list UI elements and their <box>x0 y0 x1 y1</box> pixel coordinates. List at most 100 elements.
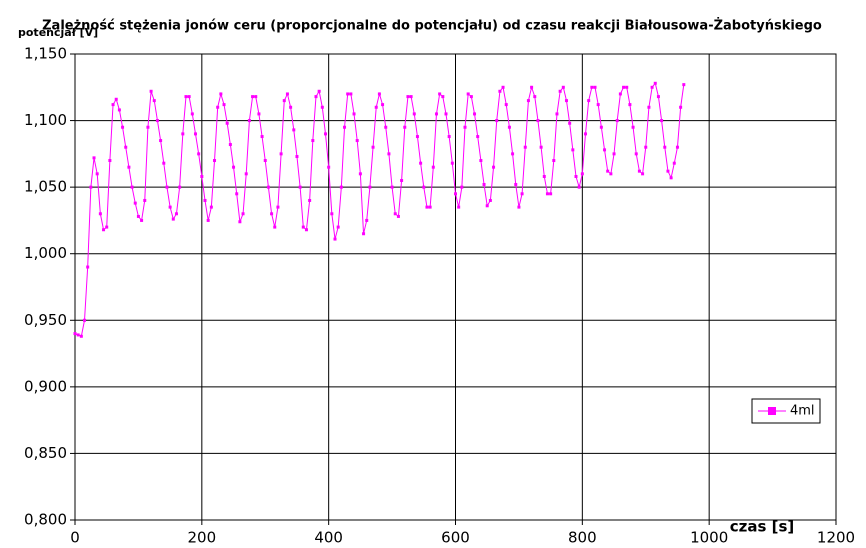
data-point <box>434 112 438 116</box>
data-point <box>609 172 613 176</box>
data-point <box>428 205 432 209</box>
data-point <box>168 205 172 209</box>
data-point <box>631 125 635 129</box>
data-point <box>247 119 251 123</box>
data-point <box>146 125 150 129</box>
data-point <box>336 225 340 229</box>
data-point <box>660 119 664 123</box>
data-point <box>127 165 131 169</box>
chart-title: Zależność stężenia jonów ceru (proporcjo… <box>42 18 822 34</box>
data-point <box>412 112 416 116</box>
data-point <box>193 132 197 136</box>
data-point <box>155 119 159 123</box>
data-point <box>270 212 274 216</box>
data-point <box>143 198 147 202</box>
data-point <box>292 128 296 132</box>
data-point <box>561 85 565 89</box>
data-point <box>304 228 308 232</box>
data-point <box>276 205 280 209</box>
y-axis-label: potencjał [V] <box>18 26 98 39</box>
data-point <box>603 148 607 152</box>
data-point <box>447 135 451 139</box>
data-point <box>606 169 610 173</box>
data-point <box>422 185 426 189</box>
data-point <box>555 112 559 116</box>
data-point <box>495 119 499 123</box>
data-point <box>289 105 293 109</box>
data-point <box>254 95 258 99</box>
data-point <box>358 172 362 176</box>
y-tick-label: 0,900 <box>24 377 67 395</box>
data-point <box>124 145 128 149</box>
data-point <box>647 105 651 109</box>
legend-label: 4ml <box>790 404 815 419</box>
y-tick-label: 0,850 <box>24 444 67 462</box>
data-point <box>184 95 188 99</box>
data-point <box>612 152 616 156</box>
data-point <box>213 159 217 163</box>
data-point <box>152 99 156 103</box>
data-point <box>79 334 83 338</box>
data-point <box>228 143 232 147</box>
data-point <box>425 205 429 209</box>
data-point <box>89 185 93 189</box>
data-point <box>571 148 575 152</box>
data-point <box>454 192 457 196</box>
data-point <box>539 145 543 149</box>
data-point <box>460 185 464 189</box>
data-point <box>473 112 477 116</box>
data-point <box>203 198 207 202</box>
data-point <box>327 165 331 169</box>
data-point <box>311 139 315 143</box>
data-point <box>590 85 594 89</box>
data-point <box>279 152 283 156</box>
data-line <box>74 82 685 337</box>
data-point <box>343 125 347 129</box>
data-point <box>675 145 679 149</box>
data-point <box>533 95 537 99</box>
data-point <box>622 85 626 89</box>
legend-marker <box>768 407 776 415</box>
data-point <box>558 89 562 93</box>
data-point <box>593 85 597 89</box>
data-point <box>225 121 229 125</box>
data-point <box>653 81 657 85</box>
data-point <box>190 112 194 116</box>
data-point <box>542 174 546 178</box>
data-point <box>545 192 549 196</box>
data-point <box>136 214 140 218</box>
data-point <box>174 212 178 216</box>
data-point <box>650 85 654 89</box>
data-point <box>469 95 473 99</box>
data-point <box>584 132 588 136</box>
data-point <box>492 165 496 169</box>
data-point <box>476 135 480 139</box>
data-point <box>349 92 353 96</box>
data-point <box>517 205 521 209</box>
data-point <box>285 92 289 96</box>
data-point <box>333 237 337 241</box>
data-point <box>238 220 242 224</box>
data-point <box>241 212 245 216</box>
data-point <box>314 95 318 99</box>
data-point <box>76 333 80 337</box>
data-point <box>232 165 236 169</box>
data-point <box>381 103 385 107</box>
data-point <box>599 125 603 129</box>
data-point <box>552 159 556 163</box>
data-point <box>568 121 572 125</box>
data-point <box>390 185 394 189</box>
data-point <box>596 103 600 107</box>
data-point <box>628 103 632 107</box>
data-point <box>121 125 125 129</box>
data-point <box>73 332 77 336</box>
data-point <box>384 125 388 129</box>
data-point <box>485 204 489 208</box>
data-point <box>178 185 182 189</box>
data-point <box>637 169 641 173</box>
data-point <box>656 95 660 99</box>
data-point <box>466 92 470 96</box>
data-point <box>149 89 153 93</box>
data-point <box>244 172 248 176</box>
